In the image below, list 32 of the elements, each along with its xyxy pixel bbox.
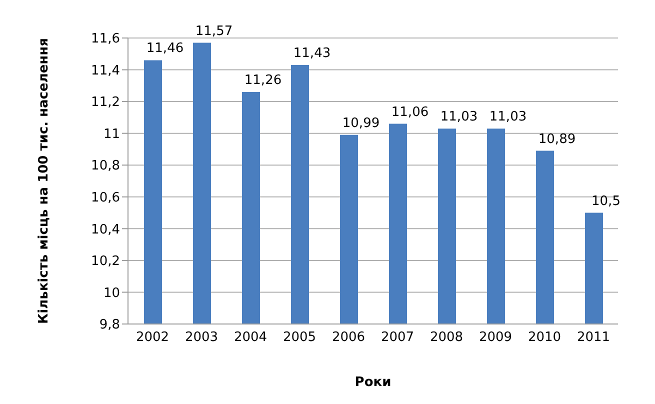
y-tick-label: 11,6 [91,32,120,47]
y-axis-title: Кількість місць на 100 тис. населення [36,38,52,324]
x-tick-label: 2007 [380,330,414,346]
y-tick-label: 10,6 [91,190,120,206]
x-tick-label: 2005 [282,330,316,346]
data-label: 11,26 [244,73,282,88]
y-tick-label: 11,4 [91,63,120,78]
data-label: 11,03 [489,110,527,125]
data-label: 10,99 [342,116,380,131]
data-label: 11,57 [195,24,233,39]
y-tick-label: 10,2 [91,254,120,270]
data-label: 10,5 [592,194,620,209]
data-label: 11,06 [391,104,429,120]
x-tick-label: 2003 [184,330,218,346]
x-tick-label: 2004 [234,330,268,346]
y-tick-label: 11,2 [91,95,120,110]
data-label: 10,89 [538,132,576,147]
x-tick-label: 2009 [478,330,512,346]
y-tick-label: 9,8 [99,318,120,333]
y-tick-label: 10,8 [91,158,120,174]
x-tick-label: 2006 [332,330,366,346]
y-tick-label: 10 [103,286,120,301]
data-label: 11,43 [293,46,331,62]
y-tick-label: 10,4 [91,222,120,238]
data-label: 11,46 [146,41,184,56]
y-tick-label: 11 [103,126,120,142]
x-tick-label: 2010 [528,330,562,346]
x-tick-label: 2008 [430,330,464,346]
data-label: 11,03 [440,110,478,125]
x-axis-title: Роки [354,375,392,390]
x-tick-label: 2011 [576,330,610,346]
x-tick-label: 2002 [136,330,170,346]
